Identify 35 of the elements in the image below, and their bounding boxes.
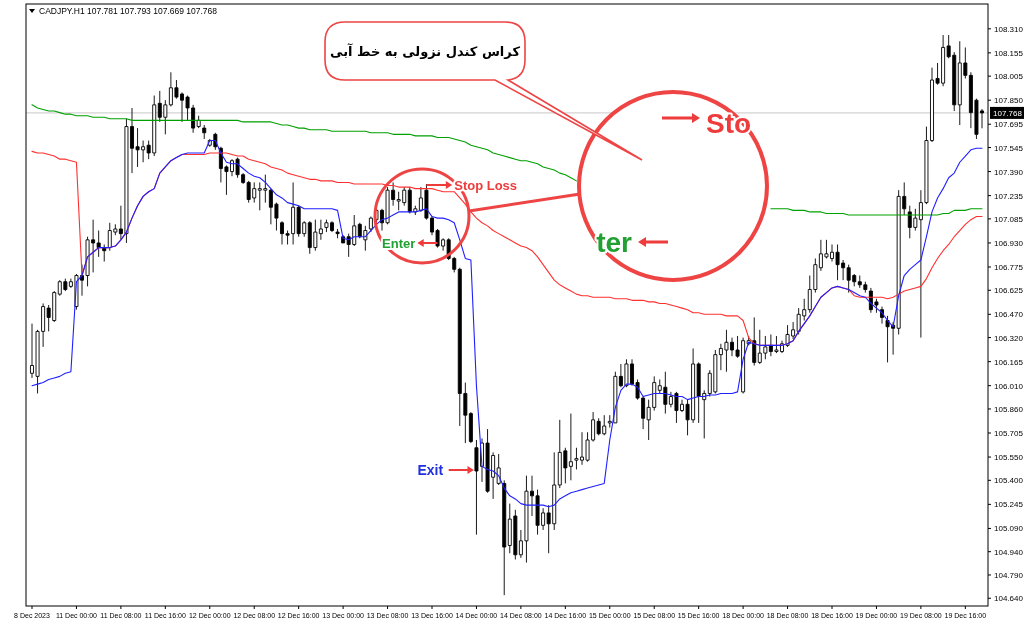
candlestick <box>368 216 373 233</box>
y-tick-label: 107.545 <box>994 143 1024 153</box>
y-tick-label: 106.165 <box>994 357 1024 367</box>
y-tick-label: 108.155 <box>994 48 1024 58</box>
chart-title: CADJPY.H1 107.781 107.793 107.669 107.768 <box>39 6 218 16</box>
candlestick <box>202 124 207 140</box>
y-tick-label: 105.400 <box>994 476 1024 486</box>
y-tick-label: 106.470 <box>994 310 1024 320</box>
candlestick <box>752 316 757 366</box>
ref-line-label: 107.768 <box>993 108 1023 118</box>
y-tick-label: 105.550 <box>994 453 1024 463</box>
y-tick-label: 108.005 <box>994 72 1024 82</box>
line-series <box>31 139 983 508</box>
y-tick-label: 108.310 <box>994 24 1024 34</box>
y-tick-label: 104.640 <box>994 594 1024 604</box>
y-tick-label: 105.860 <box>994 404 1024 414</box>
y-tick-label: 104.940 <box>994 547 1024 557</box>
candlestick <box>502 479 507 596</box>
annotation: Exit <box>417 462 444 478</box>
y-tick-label: 107.085 <box>994 214 1024 224</box>
y-tick-label: 107.390 <box>994 167 1024 177</box>
y-tick-label: 105.245 <box>994 500 1024 510</box>
y-tick-label: 105.090 <box>994 524 1024 534</box>
y-tick-label: 106.775 <box>994 262 1024 272</box>
candlestick <box>335 228 340 239</box>
y-tick-label: 106.320 <box>994 333 1024 343</box>
y-tick-label: 106.010 <box>994 381 1024 391</box>
annotation: کراس کندل نزولی به خط آبی <box>330 43 521 59</box>
y-tick-label: 107.695 <box>994 120 1024 130</box>
y-tick-label: 104.790 <box>994 570 1024 580</box>
y-tick-label: 107.850 <box>994 96 1024 106</box>
y-tick-label: 105.705 <box>994 429 1024 438</box>
y-tick-label: 107.235 <box>994 191 1024 201</box>
y-tick-label: 106.625 <box>994 286 1024 296</box>
y-tick-label: 106.930 <box>994 238 1024 248</box>
